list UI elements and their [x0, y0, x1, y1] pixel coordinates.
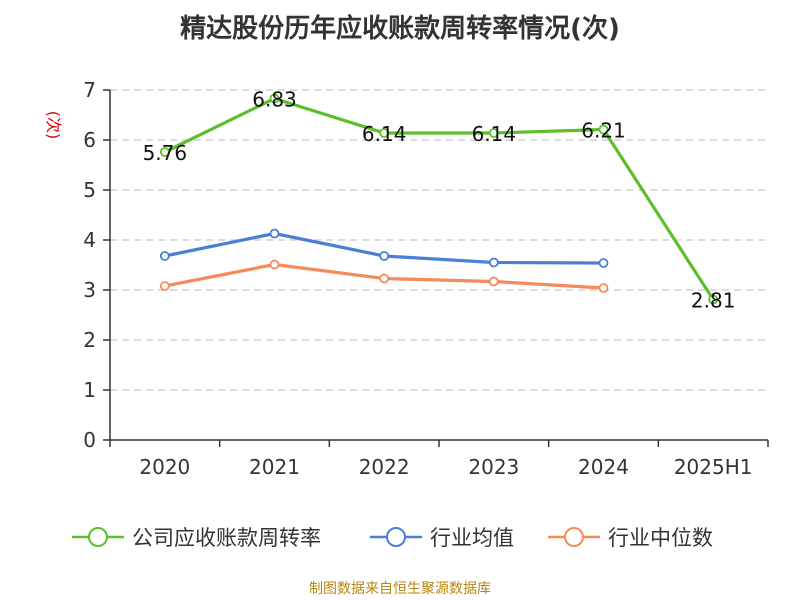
series-line	[164, 96, 715, 301]
y-tick-label: 1	[83, 378, 96, 402]
y-tick-label: 5	[83, 178, 96, 202]
data-label: 6.14	[472, 122, 517, 146]
data-point	[488, 128, 499, 138]
data-label: 6.14	[362, 122, 407, 146]
y-tick-label: 0	[83, 428, 96, 452]
data-source-note: 制图数据来自恒生聚源数据库	[309, 581, 491, 597]
y-tick-label: 7	[83, 78, 96, 102]
data-point	[159, 147, 170, 157]
legend-label: 公司应收账款周转率	[132, 526, 321, 550]
data-point	[269, 259, 280, 270]
data-point	[708, 294, 719, 305]
x-tick-label: 2023	[468, 455, 519, 479]
data-label: 2.81	[691, 289, 736, 313]
y-axis-label: (次)	[44, 111, 63, 140]
y-tick-label: 2	[83, 328, 96, 352]
data-point	[488, 276, 499, 287]
legend-marker	[386, 527, 406, 547]
x-tick-label: 2021	[249, 455, 300, 479]
x-tick-label: 2024	[578, 455, 629, 479]
legend-marker	[564, 527, 584, 547]
y-tick-label: 3	[83, 278, 96, 302]
data-point	[598, 258, 609, 268]
legend-marker	[88, 527, 108, 547]
data-point	[379, 273, 390, 284]
y-tick-label: 4	[83, 228, 96, 252]
data-label: 6.21	[581, 119, 626, 143]
data-point	[269, 93, 280, 104]
data-point	[488, 257, 499, 268]
x-tick-label: 2025H1	[674, 455, 753, 479]
x-tick-label: 2020	[139, 455, 190, 479]
data-point	[598, 283, 609, 293]
data-point	[379, 251, 390, 261]
data-point	[598, 124, 609, 135]
data-point	[159, 251, 170, 261]
x-tick-label: 2022	[359, 455, 410, 479]
y-tick-label: 6	[83, 128, 96, 152]
chart-title: 精达股份历年应收账款周转率情况(次)	[180, 14, 620, 44]
data-point	[159, 281, 170, 291]
data-point	[379, 128, 390, 138]
data-label: 6.83	[252, 88, 297, 112]
data-label: 5.76	[143, 141, 188, 165]
legend-label: 行业中位数	[608, 526, 713, 550]
data-point	[269, 228, 280, 239]
legend-label: 行业均值	[430, 526, 514, 550]
